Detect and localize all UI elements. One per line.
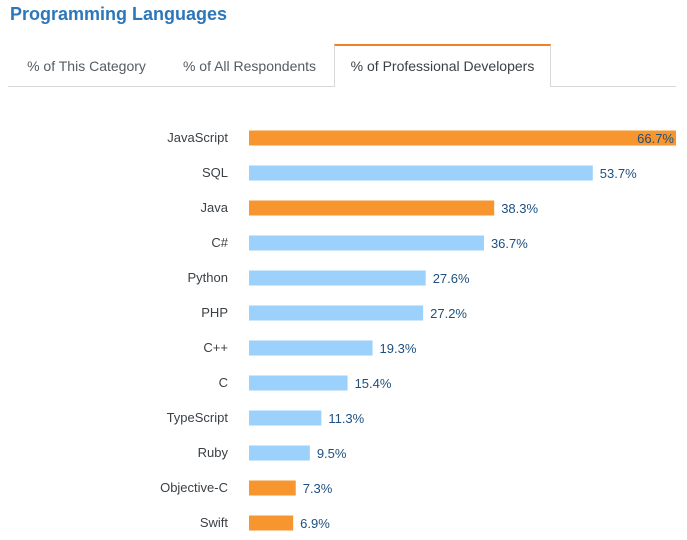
category-label-c: C [219,375,228,390]
value-label-c: 15.4% [355,376,392,391]
value-label-php: 27.2% [430,306,467,321]
bar-c- [249,235,484,251]
value-label-swift: 6.9% [300,516,330,531]
category-label-c-: C# [211,235,228,250]
category-label-php: PHP [201,305,228,320]
bar-objective-c [249,480,296,496]
tab-this-category[interactable]: % of This Category [27,58,146,74]
value-label-objective-c: 7.3% [303,481,333,496]
bar-typescript [249,410,322,426]
category-label-sql: SQL [202,165,228,180]
value-label-python: 27.6% [433,271,470,286]
bar-php [249,305,424,321]
category-label-objective-c: Objective-C [160,480,228,495]
tab-professional-developers[interactable]: % of Professional Developers [334,44,551,87]
category-label-c-: C++ [203,340,228,355]
value-label-c-: 36.7% [491,236,528,251]
page-title: Programming Languages [10,4,228,24]
category-label-ruby: Ruby [198,445,229,460]
bar-sql [249,165,593,181]
tab-bar: % of This Category % of All Respondents … [8,44,676,87]
value-label-ruby: 9.5% [317,446,347,461]
bar-c [249,375,348,391]
bar-c- [249,340,373,356]
category-label-javascript: JavaScript [167,130,228,145]
category-label-python: Python [188,270,228,285]
value-label-typescript: 11.3% [328,411,364,426]
bar-ruby [249,445,310,461]
bar-swift [249,515,294,531]
value-label-sql: 53.7% [600,166,637,181]
bar-python [249,270,426,286]
category-label-swift: Swift [200,515,229,530]
value-label-c-: 19.3% [380,341,417,356]
bar-chart: JavaScript 66.7% SQL 53.7% Java 38.3% C# 36.7% P… [160,130,676,531]
category-label-java: Java [201,200,229,215]
category-label-typescript: TypeScript [167,410,229,425]
value-label-javascript: 66.7% [637,131,674,146]
bar-java [249,200,495,216]
tab-all-respondents[interactable]: % of All Respondents [182,58,317,74]
bar-javascript [249,130,676,146]
value-label-java: 38.3% [501,201,538,216]
